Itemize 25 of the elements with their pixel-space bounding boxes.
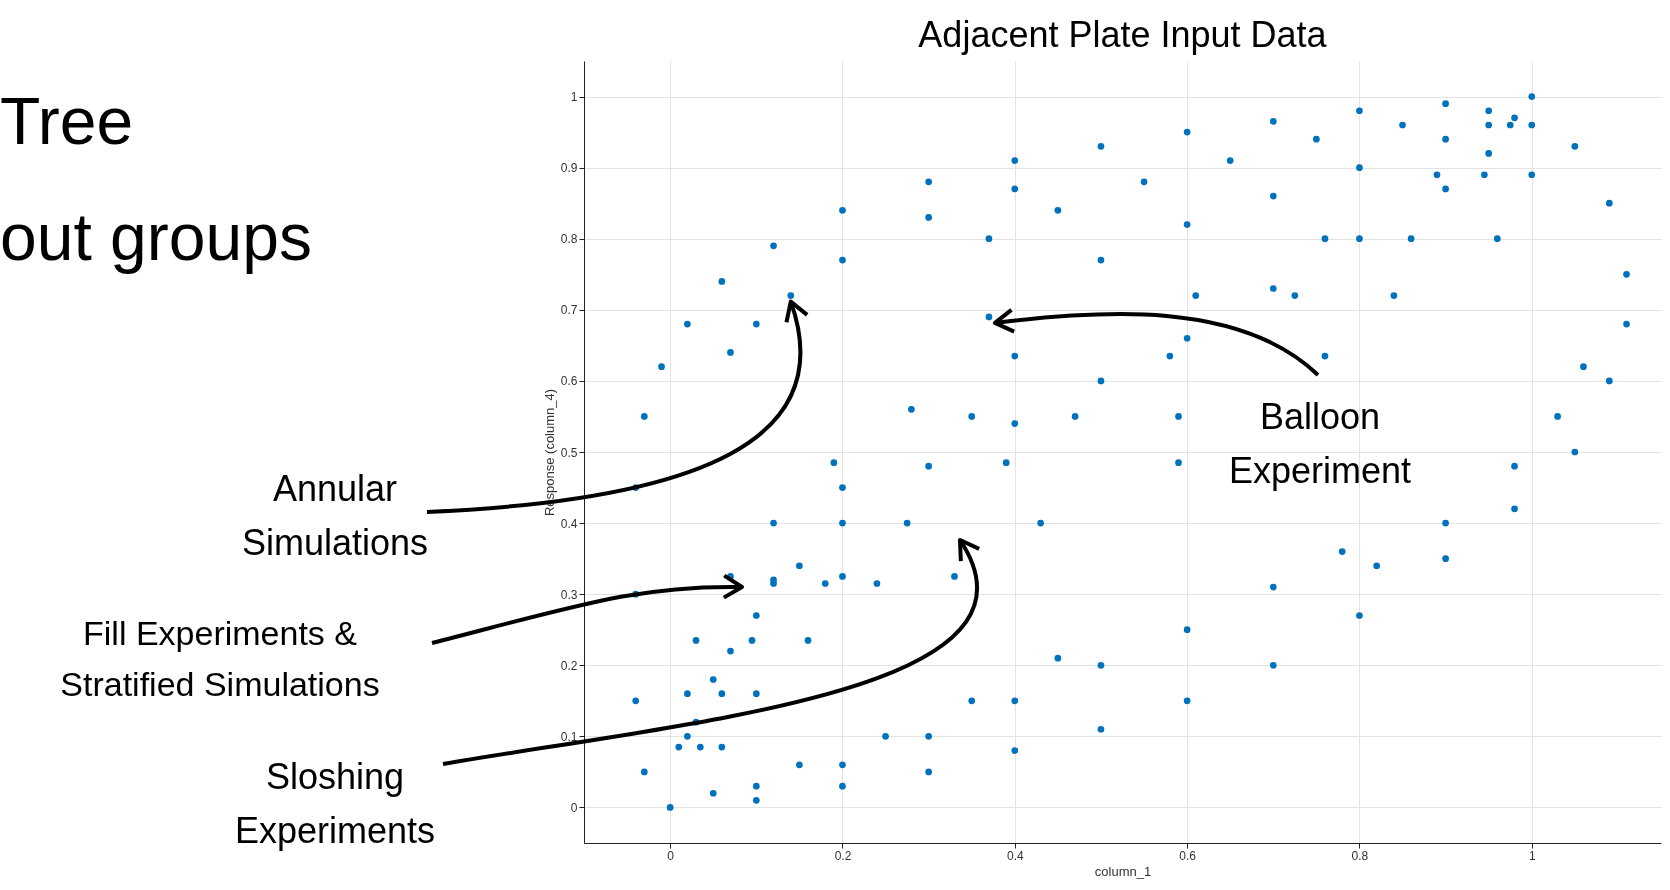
annotation: Balloon Experiment xyxy=(1227,395,1413,493)
text: Tree xyxy=(0,84,134,158)
y-tick-label: 0.6 xyxy=(560,374,578,389)
y-tick-label: 0.9 xyxy=(560,161,578,176)
x-tick-label: 0.8 xyxy=(1351,848,1369,863)
y-tick-label: 0.8 xyxy=(560,232,578,247)
y-tick-label: 0.5 xyxy=(560,445,578,460)
x-tick-label: 0.4 xyxy=(1006,848,1024,863)
x-tick-label: 0.6 xyxy=(1179,848,1197,863)
x-axis-title: column_1 xyxy=(1094,863,1152,879)
x-tick-label: 1 xyxy=(1528,848,1536,863)
y-tick-label: 0.7 xyxy=(560,303,578,318)
x-tick-label: 0 xyxy=(667,848,675,863)
text: Sloshing Experiments xyxy=(233,755,437,853)
y-tick-label: 0.4 xyxy=(560,516,578,531)
y-tick-label: 0.2 xyxy=(560,658,578,673)
x-tick-label: 0.2 xyxy=(834,848,852,863)
y-tick-label: 0 xyxy=(570,800,578,815)
y-tick-label: 1 xyxy=(570,90,578,105)
y-tick-label: 0.1 xyxy=(560,729,578,744)
y-tick-label: 0.3 xyxy=(560,587,578,602)
chart-title: Adjacent Plate Input Data xyxy=(918,14,1328,55)
text: out groups xyxy=(0,200,312,274)
annotation: Annular Simulations xyxy=(240,467,430,565)
text: Fill Experiments & Stratified Simulations xyxy=(59,613,381,705)
